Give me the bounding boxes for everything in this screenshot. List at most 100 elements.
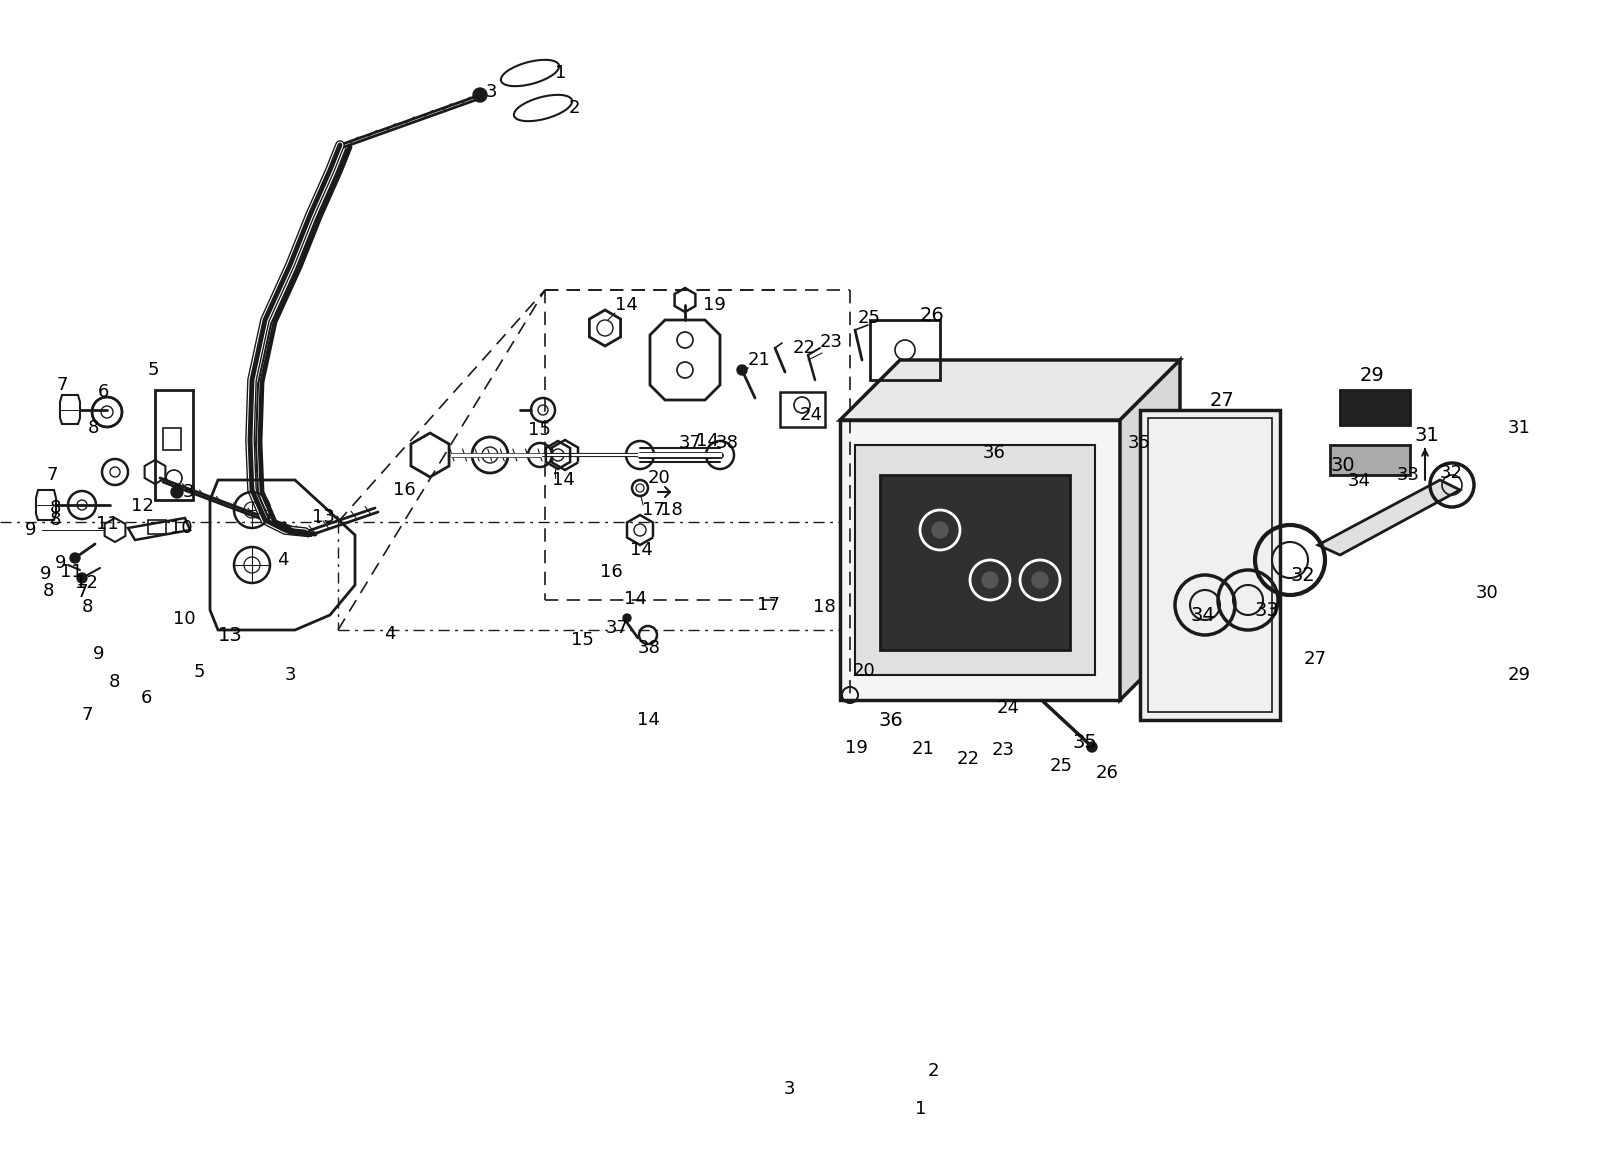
Text: 38: 38 (715, 434, 738, 453)
Text: 21: 21 (912, 740, 934, 759)
Text: 29: 29 (1507, 665, 1530, 684)
Text: 20: 20 (853, 662, 875, 680)
Text: 18: 18 (661, 501, 683, 519)
Text: 25: 25 (858, 309, 882, 327)
Bar (880, 475, 1070, 650)
Text: 10: 10 (170, 519, 192, 537)
Text: 34: 34 (1190, 606, 1214, 624)
Text: 3: 3 (784, 1079, 795, 1098)
Circle shape (77, 573, 86, 584)
Text: 8: 8 (50, 499, 61, 517)
Text: 14: 14 (624, 589, 646, 608)
Text: 4: 4 (277, 551, 288, 569)
Circle shape (1086, 742, 1098, 752)
Text: 22: 22 (794, 338, 816, 357)
Text: 23: 23 (819, 333, 843, 351)
Polygon shape (1139, 410, 1280, 720)
Text: 2: 2 (570, 99, 581, 117)
Text: 27: 27 (1304, 650, 1326, 669)
Circle shape (171, 485, 182, 498)
Text: 3: 3 (486, 83, 498, 102)
Circle shape (738, 365, 747, 375)
Text: 4: 4 (384, 624, 395, 643)
Text: 7: 7 (82, 706, 93, 725)
Text: 9: 9 (93, 644, 104, 663)
Circle shape (931, 522, 947, 538)
Bar (1149, 418, 1272, 712)
Text: 5: 5 (147, 361, 160, 379)
Text: 10: 10 (173, 609, 195, 628)
Text: 26: 26 (1096, 763, 1118, 782)
Text: 17: 17 (642, 501, 666, 519)
Text: 30: 30 (1475, 584, 1498, 602)
Polygon shape (1120, 359, 1181, 700)
Text: 32: 32 (1440, 463, 1462, 482)
Bar (147, 520, 166, 534)
Circle shape (70, 553, 80, 562)
Text: 3: 3 (285, 665, 296, 684)
Text: 14: 14 (696, 432, 718, 450)
Text: 1: 1 (915, 1099, 926, 1118)
Text: 9: 9 (40, 565, 51, 584)
Text: 27: 27 (1210, 391, 1235, 410)
Text: 31: 31 (1507, 419, 1530, 438)
Text: 22: 22 (957, 749, 979, 768)
Text: 15: 15 (528, 421, 550, 439)
Text: 8: 8 (88, 419, 99, 436)
Text: 31: 31 (1414, 426, 1440, 445)
Text: 37: 37 (606, 619, 629, 637)
Text: 16: 16 (394, 481, 416, 499)
Text: 38: 38 (638, 640, 661, 657)
Text: 33: 33 (1254, 601, 1280, 620)
Text: 14: 14 (637, 711, 659, 729)
Text: 37: 37 (678, 434, 701, 453)
Polygon shape (1318, 480, 1459, 555)
Circle shape (982, 572, 998, 588)
Text: 7: 7 (77, 582, 88, 601)
Text: 9: 9 (26, 520, 37, 539)
Text: 2: 2 (928, 1062, 939, 1081)
Text: 8: 8 (50, 511, 61, 529)
Circle shape (1032, 572, 1048, 588)
Text: 8: 8 (43, 581, 54, 600)
Bar (163, 428, 181, 450)
Text: 30: 30 (1330, 455, 1355, 475)
Bar (1330, 445, 1410, 475)
Text: 6: 6 (98, 383, 109, 401)
Text: 6: 6 (141, 689, 152, 707)
Text: 14: 14 (614, 296, 638, 314)
Text: 25: 25 (1050, 756, 1072, 775)
Text: 11: 11 (61, 562, 83, 581)
Text: 13: 13 (312, 508, 334, 526)
Text: 7: 7 (46, 466, 58, 484)
Text: 12: 12 (75, 574, 98, 592)
Text: 34: 34 (1347, 471, 1370, 490)
Text: 18: 18 (813, 598, 835, 616)
Text: 19: 19 (702, 296, 726, 314)
Text: 36: 36 (982, 443, 1005, 462)
Text: 12: 12 (131, 497, 154, 516)
Text: 21: 21 (749, 351, 771, 369)
Text: 8: 8 (109, 672, 120, 691)
Text: 1: 1 (555, 64, 566, 82)
Text: 17: 17 (757, 595, 779, 614)
Text: 20: 20 (648, 469, 670, 487)
Text: 15: 15 (571, 630, 594, 649)
Text: 9: 9 (54, 554, 67, 572)
Text: 26: 26 (920, 306, 944, 324)
Text: 14: 14 (630, 541, 653, 559)
Bar (870, 320, 941, 380)
Text: 14: 14 (552, 471, 574, 489)
Text: 8: 8 (82, 598, 93, 616)
Text: 13: 13 (218, 626, 243, 644)
Text: 29: 29 (1360, 365, 1384, 384)
Circle shape (622, 614, 630, 622)
Circle shape (474, 88, 486, 102)
Text: 33: 33 (1397, 466, 1419, 484)
Text: 32: 32 (1290, 566, 1315, 585)
Text: 3: 3 (182, 483, 195, 501)
Text: 24: 24 (800, 406, 822, 424)
Text: 36: 36 (878, 711, 902, 729)
Text: 11: 11 (96, 515, 118, 533)
Polygon shape (840, 359, 1181, 420)
